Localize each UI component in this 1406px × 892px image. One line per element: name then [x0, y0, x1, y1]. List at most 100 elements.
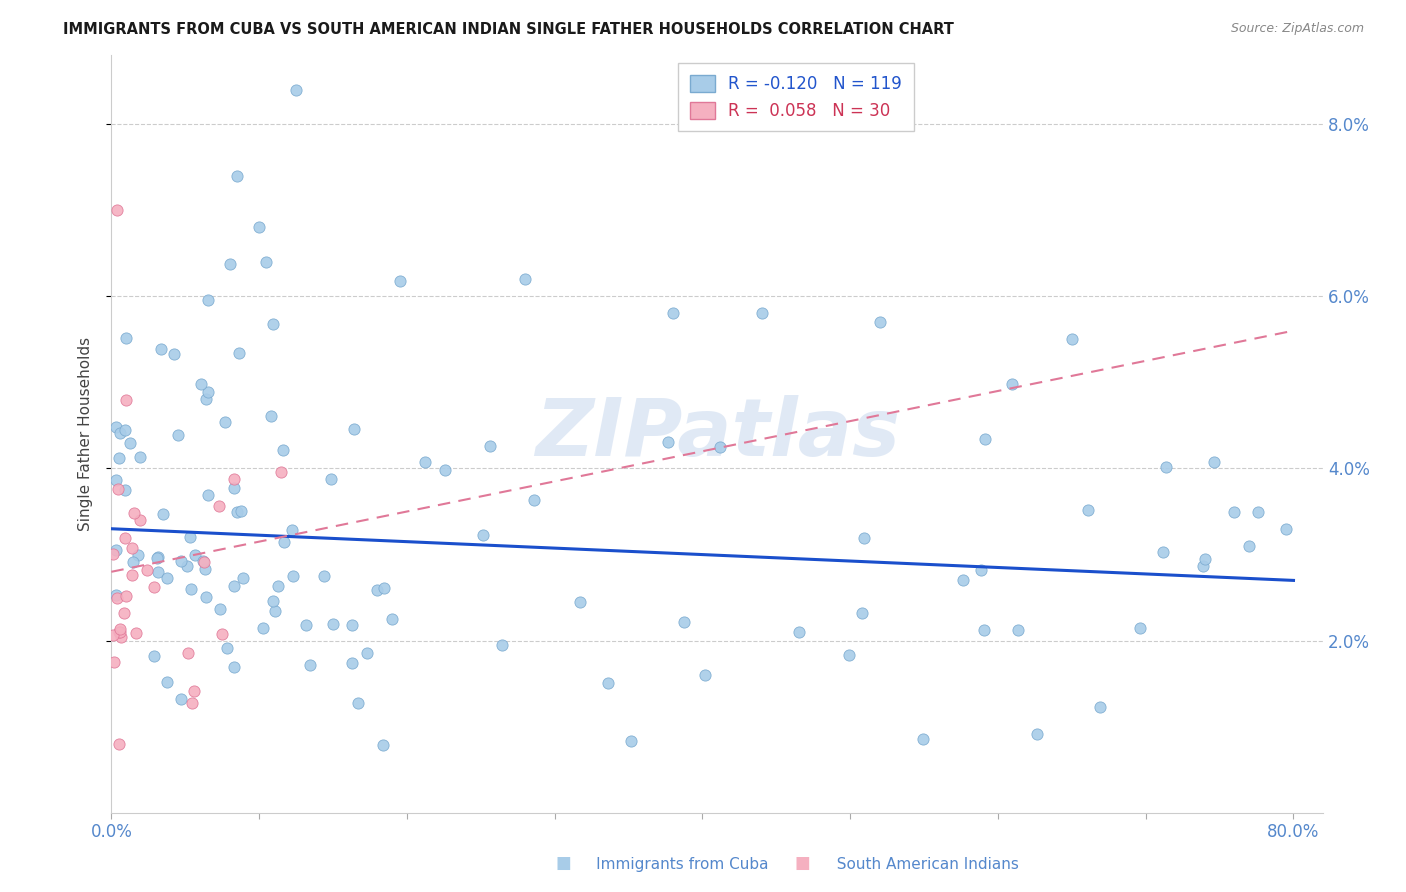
Point	[340, 656, 363, 670]
Point	[107, 625, 129, 640]
Point	[973, 624, 995, 638]
Point	[1128, 621, 1150, 635]
Point	[228, 346, 250, 360]
Y-axis label: Single Father Households: Single Father Households	[79, 337, 93, 531]
Point	[150, 342, 173, 356]
Point	[104, 473, 127, 487]
Point	[787, 624, 810, 639]
Point	[673, 615, 696, 629]
Point	[569, 595, 592, 609]
Point	[107, 737, 129, 751]
Point	[208, 499, 231, 513]
Point	[197, 385, 219, 400]
Point	[869, 315, 891, 329]
Point	[163, 347, 186, 361]
Point	[104, 588, 127, 602]
Point	[347, 696, 370, 710]
Point	[413, 455, 436, 469]
Point	[273, 534, 295, 549]
Point	[285, 82, 308, 96]
Point	[709, 440, 731, 454]
Point	[232, 571, 254, 585]
Point	[103, 655, 125, 669]
Point	[1001, 376, 1024, 391]
Point	[252, 621, 274, 635]
Point	[247, 220, 270, 235]
Point	[472, 527, 495, 541]
Point	[319, 472, 342, 486]
Point	[838, 648, 860, 662]
Point	[108, 622, 131, 636]
Point	[1237, 539, 1260, 553]
Point	[214, 415, 236, 429]
Point	[373, 738, 395, 752]
Point	[853, 531, 876, 545]
Point	[342, 421, 364, 435]
Point	[1247, 505, 1270, 519]
Point	[262, 594, 284, 608]
Text: ZIPatlas: ZIPatlas	[534, 395, 900, 473]
Text: ■: ■	[555, 855, 571, 872]
Point	[190, 377, 212, 392]
Point	[176, 559, 198, 574]
Text: IMMIGRANTS FROM CUBA VS SOUTH AMERICAN INDIAN SINGLE FATHER HOUSEHOLDS CORRELATI: IMMIGRANTS FROM CUBA VS SOUTH AMERICAN I…	[63, 22, 955, 37]
Point	[970, 563, 993, 577]
Point	[215, 640, 238, 655]
Point	[108, 425, 131, 440]
Point	[1204, 455, 1226, 469]
Point	[195, 392, 218, 406]
Point	[491, 638, 513, 652]
Point	[283, 569, 305, 583]
Point	[197, 488, 219, 502]
Point	[191, 554, 214, 568]
Point	[183, 683, 205, 698]
Point	[295, 618, 318, 632]
Point	[657, 435, 679, 450]
Point	[146, 549, 169, 564]
Point	[312, 569, 335, 583]
Point	[224, 660, 246, 674]
Point	[122, 506, 145, 520]
Point	[219, 257, 242, 271]
Point	[751, 306, 773, 320]
Point	[270, 466, 292, 480]
Point	[105, 203, 128, 218]
Point	[231, 504, 253, 518]
Point	[264, 604, 287, 618]
Point	[167, 428, 190, 442]
Point	[267, 579, 290, 593]
Point	[145, 551, 167, 566]
Point	[298, 658, 321, 673]
Point	[110, 630, 132, 644]
Point	[142, 580, 165, 594]
Point	[373, 581, 395, 595]
Point	[974, 432, 997, 446]
Point	[112, 606, 135, 620]
Point	[181, 696, 204, 710]
Point	[143, 649, 166, 664]
Point	[107, 482, 129, 496]
Point	[176, 646, 198, 660]
Point	[114, 331, 136, 345]
Point	[513, 272, 536, 286]
Point	[271, 443, 294, 458]
Point	[211, 627, 233, 641]
Point	[952, 573, 974, 587]
Point	[114, 423, 136, 437]
Point	[260, 409, 283, 424]
Point	[662, 306, 685, 320]
Point	[256, 255, 278, 269]
Point	[1275, 522, 1298, 536]
Point	[127, 548, 149, 562]
Point	[478, 439, 501, 453]
Point	[1007, 623, 1029, 637]
Point	[136, 563, 159, 577]
Point	[170, 554, 193, 568]
Point	[911, 731, 934, 746]
Point	[356, 646, 378, 660]
Point	[105, 591, 128, 605]
Text: Source: ZipAtlas.com: Source: ZipAtlas.com	[1230, 22, 1364, 36]
Point	[366, 582, 388, 597]
Point	[193, 555, 215, 569]
Text: ■: ■	[794, 855, 810, 872]
